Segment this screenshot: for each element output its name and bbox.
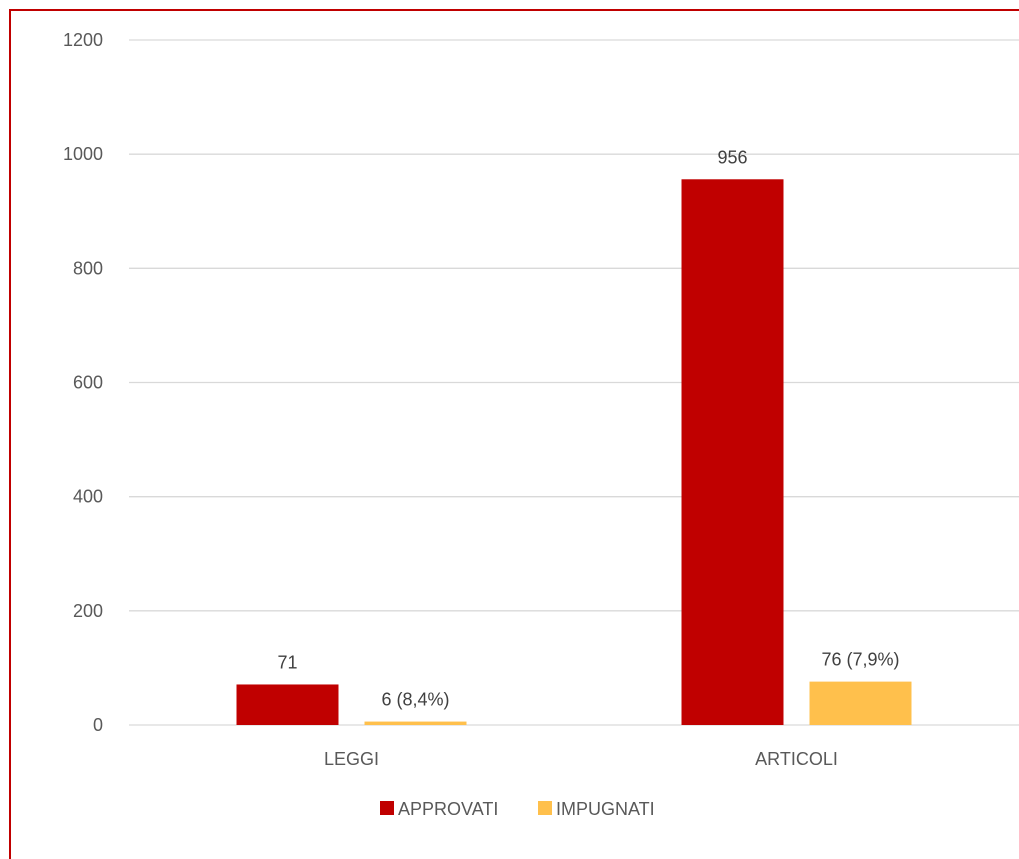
x-tick-label: LEGGI xyxy=(324,749,379,769)
data-label: 71 xyxy=(277,652,297,672)
legend-label: IMPUGNATI xyxy=(556,799,655,819)
y-tick-label: 0 xyxy=(93,715,103,735)
bars xyxy=(236,179,912,726)
y-tick-label: 1000 xyxy=(63,144,103,164)
data-labels: 71 6 (8,4%) 956 76 (7,9%) xyxy=(277,147,899,709)
x-tick-label: ARTICOLI xyxy=(755,749,838,769)
legend-swatch-impugnati xyxy=(538,801,552,815)
legend-label: APPROVATI xyxy=(398,799,498,819)
chart-frame xyxy=(9,9,1019,859)
y-tick-label: 1200 xyxy=(63,30,103,50)
bar-approvati-articoli xyxy=(681,179,784,726)
bar-impugnati-articoli xyxy=(809,681,912,725)
bar-impugnati-leggi xyxy=(364,721,467,725)
y-tick-label: 600 xyxy=(73,373,103,393)
gridlines xyxy=(129,39,1019,726)
legend: APPROVATI IMPUGNATI xyxy=(380,799,655,819)
data-label: 6 (8,4%) xyxy=(381,690,449,710)
y-tick-label: 200 xyxy=(73,601,103,621)
y-axis-ticks: 0 200 400 600 800 1000 1200 xyxy=(63,30,103,735)
y-tick-label: 400 xyxy=(73,487,103,507)
x-axis-ticks: LEGGI ARTICOLI xyxy=(324,749,838,769)
data-label: 76 (7,9%) xyxy=(821,650,899,670)
bar-approvati-leggi xyxy=(236,684,339,725)
legend-swatch-approvati xyxy=(380,801,394,815)
y-tick-label: 800 xyxy=(73,258,103,278)
data-label: 956 xyxy=(717,147,747,167)
